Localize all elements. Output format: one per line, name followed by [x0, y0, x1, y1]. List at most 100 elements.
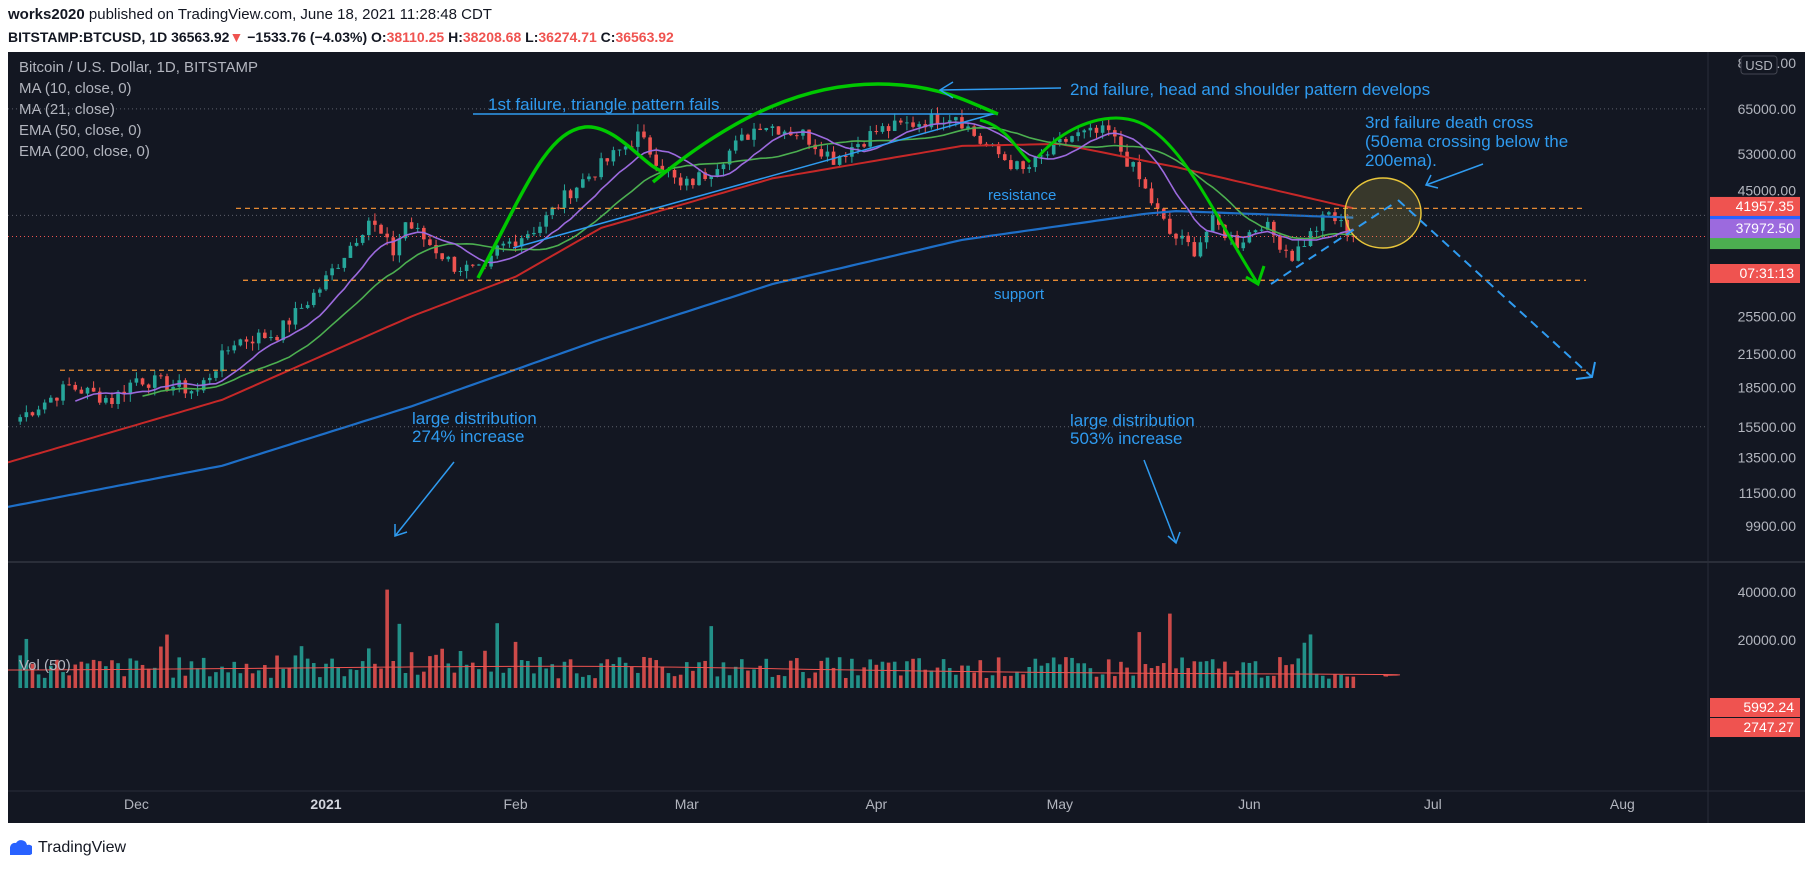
volume-bar — [629, 666, 634, 688]
candle-down — [758, 123, 762, 131]
candle-up — [611, 146, 616, 166]
volume-bar — [446, 663, 451, 688]
price-chart[interactable]: 1st failure, triangle pattern fails 2nd f… — [8, 52, 1805, 823]
left-shoulder-arc — [476, 125, 667, 279]
candle-down — [862, 142, 866, 149]
candle-body — [972, 126, 976, 136]
candle-body — [1168, 218, 1172, 234]
candle-body — [165, 376, 169, 391]
candle-body — [1161, 208, 1166, 219]
candle-body — [587, 176, 591, 180]
candle-up — [727, 148, 732, 171]
volume-bar — [905, 661, 909, 688]
candle-body — [1320, 214, 1325, 231]
volume-bar — [207, 676, 212, 688]
candle-down — [165, 373, 169, 392]
volume-bar — [892, 661, 897, 688]
candle-body — [477, 264, 481, 266]
candle-body — [1131, 162, 1135, 167]
volume-bar — [391, 660, 396, 688]
candle-up — [293, 301, 298, 330]
volume-bar — [1002, 676, 1007, 688]
candle-down — [422, 225, 426, 247]
candle-up — [1131, 161, 1135, 172]
volume-bar — [672, 676, 677, 688]
candle-body — [318, 289, 322, 293]
candle-down — [55, 397, 59, 407]
candle-body — [336, 267, 341, 269]
candle-up — [733, 135, 738, 154]
candle-body — [1027, 167, 1032, 170]
candle-body — [966, 126, 970, 129]
candle-down — [556, 204, 561, 210]
candle-body — [281, 320, 285, 341]
open-value: 38110.25 — [386, 29, 445, 45]
candle-body — [1143, 179, 1148, 189]
projection-down-line — [1397, 199, 1593, 378]
volume-bar — [1241, 662, 1246, 688]
candle-down — [899, 118, 903, 125]
volume-bar — [1229, 676, 1233, 688]
volume-tag-label: 5992.24 — [1743, 699, 1794, 715]
volume-bar — [177, 657, 182, 688]
candle-up — [336, 264, 341, 270]
distribution-2-arrowhead — [1167, 531, 1181, 545]
candle-up — [825, 144, 830, 162]
candle-body — [819, 149, 824, 157]
volume-bar — [477, 669, 481, 688]
candle-up — [764, 127, 769, 132]
candle-down — [605, 157, 610, 166]
candle-up — [330, 263, 334, 281]
candle-up — [929, 109, 934, 130]
candle-up — [617, 149, 622, 157]
volume-bar — [324, 663, 328, 688]
volume-bar — [348, 669, 353, 688]
candle-up — [684, 176, 689, 191]
candle-body — [232, 345, 237, 351]
candle-up — [770, 124, 775, 136]
volume-bar — [470, 662, 475, 688]
volume-bar — [886, 662, 891, 688]
volume-bar — [30, 663, 35, 688]
price-tick-label: 25500.00 — [1738, 308, 1797, 324]
death-cross-circle — [1344, 177, 1422, 249]
candle-up — [1296, 238, 1301, 262]
candle-body — [311, 292, 316, 306]
candle-down — [1161, 207, 1166, 221]
currency-button[interactable]: USD — [1740, 55, 1778, 75]
volume-bar — [874, 664, 879, 688]
candle-up — [403, 222, 408, 241]
volume-bar — [691, 670, 695, 688]
candle-body — [1265, 221, 1270, 230]
candle-down — [648, 135, 652, 158]
annotation-first-failure: 1st failure, triangle pattern fails — [488, 95, 720, 114]
candle-up — [1180, 229, 1184, 245]
volume-bar — [214, 672, 218, 688]
candle-body — [1076, 132, 1080, 137]
candle-up — [1253, 229, 1258, 234]
candle-body — [244, 339, 249, 342]
candle-body — [49, 397, 53, 403]
candle-body — [581, 179, 585, 188]
chart-frame[interactable]: 1st failure, triangle pattern fails 2nd f… — [8, 52, 1805, 823]
low-value: 36274.71 — [538, 29, 597, 45]
volume-bar — [746, 670, 750, 688]
volume-bar — [880, 661, 885, 688]
volume-bar — [440, 648, 444, 688]
candle-body — [611, 150, 616, 162]
price-tick-label: 11500.00 — [1739, 485, 1797, 501]
support-label: support — [994, 286, 1045, 303]
candle-down — [788, 126, 793, 137]
volume-bar — [159, 646, 163, 688]
projection-up-line — [1270, 203, 1394, 285]
candle-body — [837, 155, 842, 165]
volume-bar — [269, 677, 273, 688]
candle-up — [1015, 160, 1019, 171]
candle-body — [721, 164, 726, 170]
volume-tag-label: 2747.27 — [1743, 719, 1794, 735]
candle-body — [1351, 235, 1356, 237]
volume-bar — [544, 668, 548, 688]
volume-bar — [972, 672, 976, 688]
high-value: 38208.68 — [462, 29, 522, 45]
volume-tick-label: 20000.00 — [1738, 632, 1797, 648]
